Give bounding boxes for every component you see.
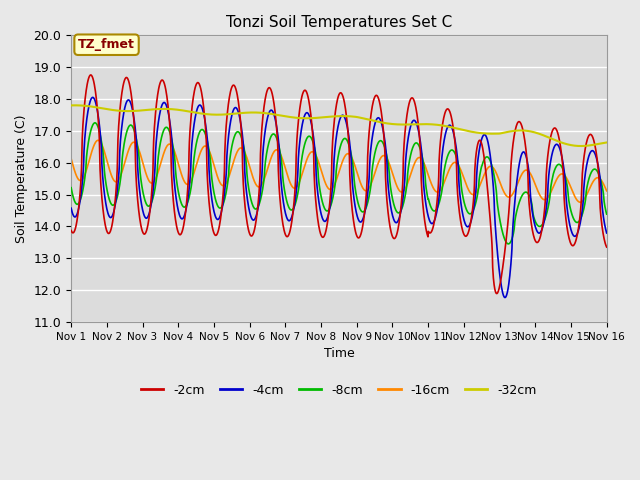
-4cm — [109, 212, 116, 217]
-16cm — [295, 180, 303, 186]
-4cm — [501, 295, 509, 300]
X-axis label: Time: Time — [323, 347, 355, 360]
-2cm — [109, 217, 116, 223]
-8cm — [316, 184, 323, 190]
-2cm — [493, 291, 500, 297]
-32cm — [131, 108, 139, 114]
-8cm — [603, 211, 611, 217]
-32cm — [603, 140, 611, 145]
Line: -32cm: -32cm — [71, 105, 607, 146]
-2cm — [372, 93, 380, 98]
-2cm — [67, 228, 75, 233]
Y-axis label: Soil Temperature (C): Soil Temperature (C) — [15, 114, 28, 243]
-32cm — [316, 115, 323, 120]
-16cm — [316, 162, 323, 168]
-2cm — [316, 227, 323, 232]
-32cm — [67, 103, 75, 108]
-32cm — [372, 119, 380, 124]
-2cm — [131, 132, 139, 137]
-8cm — [109, 203, 116, 208]
-8cm — [131, 129, 139, 135]
-32cm — [295, 115, 303, 121]
-2cm — [87, 72, 95, 78]
-4cm — [89, 95, 97, 100]
Line: -16cm: -16cm — [71, 140, 607, 202]
Legend: -2cm, -4cm, -8cm, -16cm, -32cm: -2cm, -4cm, -8cm, -16cm, -32cm — [136, 379, 542, 402]
-8cm — [67, 185, 75, 191]
-16cm — [131, 140, 139, 145]
-4cm — [67, 205, 75, 211]
Line: -8cm: -8cm — [71, 123, 607, 244]
-4cm — [603, 230, 611, 236]
-4cm — [316, 203, 323, 208]
-8cm — [295, 185, 303, 191]
-16cm — [306, 151, 314, 156]
-16cm — [577, 199, 584, 205]
-32cm — [306, 115, 314, 121]
-4cm — [295, 150, 303, 156]
-2cm — [295, 115, 303, 120]
-16cm — [603, 188, 611, 194]
-16cm — [67, 156, 75, 162]
Text: TZ_fmet: TZ_fmet — [78, 38, 135, 51]
-16cm — [94, 137, 102, 143]
-4cm — [306, 114, 314, 120]
-8cm — [504, 241, 512, 247]
-16cm — [109, 176, 116, 182]
-4cm — [131, 121, 139, 127]
-4cm — [372, 117, 380, 123]
-8cm — [306, 133, 314, 139]
Title: Tonzi Soil Temperatures Set C: Tonzi Soil Temperatures Set C — [226, 15, 452, 30]
-32cm — [577, 143, 585, 149]
-32cm — [71, 102, 79, 108]
Line: -4cm: -4cm — [71, 97, 607, 298]
-2cm — [603, 244, 611, 250]
-2cm — [306, 104, 314, 109]
-32cm — [109, 107, 116, 113]
-8cm — [92, 120, 99, 126]
-16cm — [372, 166, 380, 172]
Line: -2cm: -2cm — [71, 75, 607, 294]
-8cm — [372, 145, 380, 151]
